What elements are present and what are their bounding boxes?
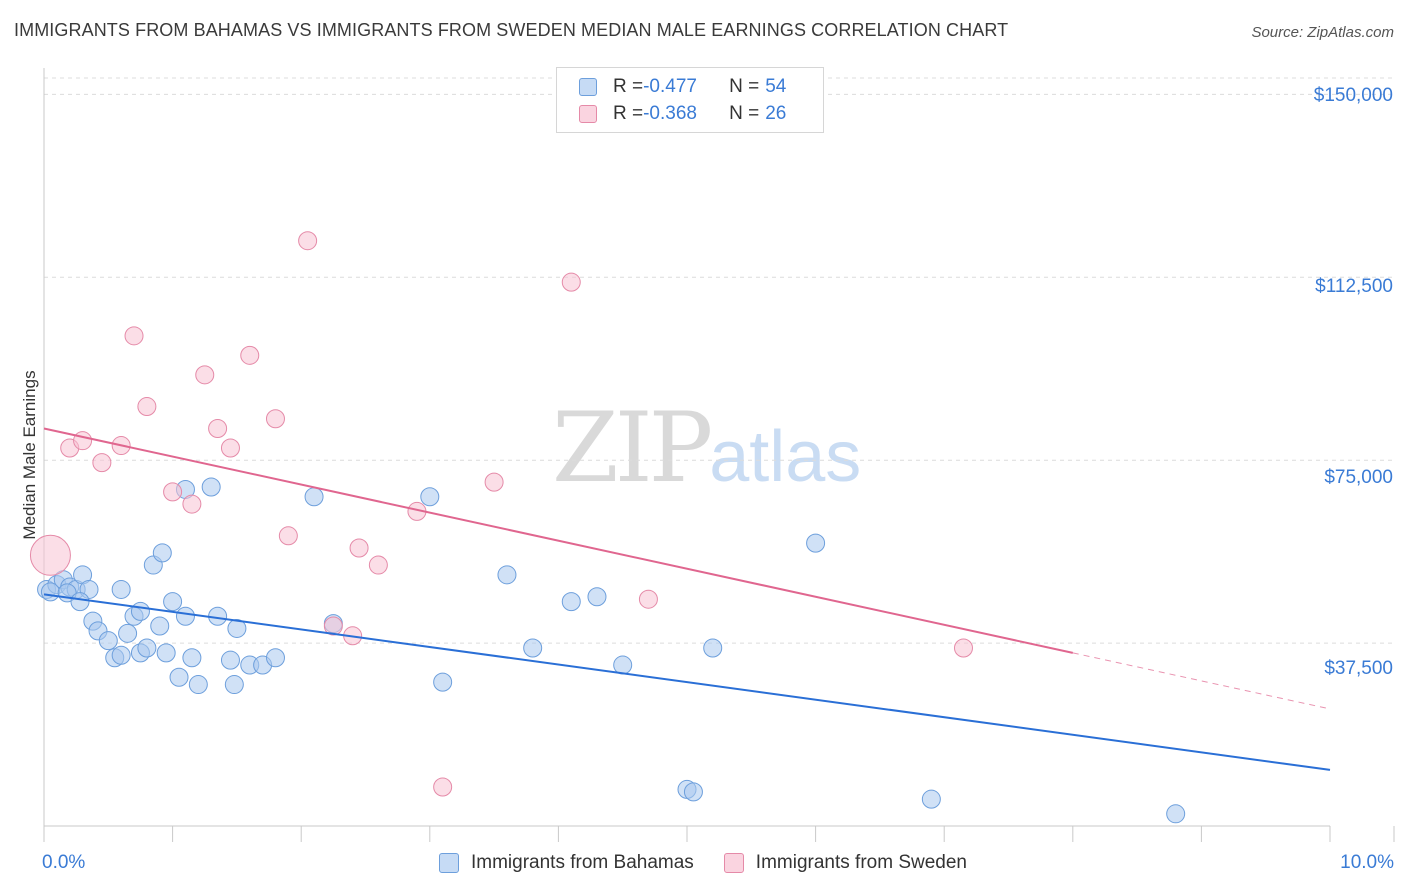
bahamas-point [806, 533, 826, 553]
sweden-point [638, 589, 658, 609]
bahamas-point [111, 645, 131, 665]
bahamas-point [224, 675, 244, 695]
bahamas-point [156, 643, 176, 663]
bahamas-point [497, 565, 517, 585]
series-legend: Immigrants from Bahamas Immigrants from … [0, 852, 1406, 874]
bahamas-point [169, 667, 189, 687]
bahamas-point [703, 638, 723, 658]
bahamas-point [70, 592, 90, 612]
sweden-point [323, 616, 343, 636]
bahamas-point [175, 606, 195, 626]
y-tick-label: $75,000 [1324, 467, 1393, 488]
series-label-sweden: Immigrants from Sweden [755, 852, 967, 873]
series-swatch-sweden [723, 853, 744, 873]
source-credit: Source: ZipAtlas.com [1251, 24, 1394, 41]
series-swatch-bahamas [439, 853, 459, 873]
sweden-point [182, 494, 202, 514]
y-tick-label: $37,500 [1324, 658, 1393, 679]
legend-row-sweden: R = -0.368 N = 26 [579, 102, 786, 126]
r-value: -0.477 [643, 76, 697, 97]
n-value: 26 [765, 103, 787, 124]
watermark: ZIPatlas [552, 400, 861, 497]
sweden-trend-line-extension [1072, 652, 1331, 710]
bahamas-point [433, 672, 453, 692]
r-label: R = [613, 103, 644, 124]
bahamas-point [98, 631, 118, 651]
bahamas-point [111, 579, 131, 599]
sweden-point [484, 472, 504, 492]
sweden-point [195, 365, 215, 385]
bahamas-point [683, 782, 703, 802]
chart-title: IMMIGRANTS FROM BAHAMAS VS IMMIGRANTS FR… [14, 20, 1009, 40]
bahamas-point [118, 623, 138, 643]
bahamas-point [587, 587, 607, 607]
legend-row-bahamas: R = -0.477 N = 54 [579, 75, 786, 99]
bahamas-point [561, 592, 581, 612]
series-legend-bahamas[interactable]: Immigrants from Bahamas [439, 852, 694, 874]
n-label: N = [729, 103, 760, 124]
sweden-point [368, 555, 388, 575]
n-value: 54 [765, 76, 787, 97]
bahamas-point [1166, 804, 1186, 824]
sweden-point [124, 326, 144, 346]
x-tick-label: 0.0% [42, 852, 86, 873]
bahamas-point [163, 592, 183, 612]
sweden-point [561, 272, 581, 292]
bahamas-trend-line [43, 593, 1331, 771]
sweden-point [208, 418, 228, 438]
sweden-point [163, 482, 183, 502]
bahamas-point [304, 487, 324, 507]
sweden-point [240, 345, 260, 365]
correlation-legend: R = -0.477 N = 54 R = -0.368 N = 26 [556, 67, 824, 133]
bahamas-point [188, 675, 208, 695]
n-label: N = [729, 76, 760, 97]
bahamas-point [523, 638, 543, 658]
sweden-point [137, 397, 157, 417]
y-tick-label: $112,500 [1315, 276, 1393, 297]
r-label: R = [613, 76, 644, 97]
x-tick-label: 10.0% [1340, 852, 1394, 873]
r-value: -0.368 [643, 103, 697, 124]
bahamas-point [182, 648, 202, 668]
sweden-point [265, 409, 285, 429]
series-legend-sweden[interactable]: Immigrants from Sweden [723, 852, 967, 874]
sweden-point [953, 638, 973, 658]
legend-swatch-sweden [579, 105, 597, 123]
bahamas-point [921, 789, 941, 809]
bahamas-point [137, 638, 157, 658]
bahamas-point [130, 601, 150, 621]
bahamas-point [150, 616, 170, 636]
bahamas-point [201, 477, 221, 497]
bahamas-point [152, 543, 172, 563]
legend-swatch-bahamas [579, 78, 597, 96]
sweden-point [433, 777, 453, 797]
bahamas-point [227, 618, 247, 638]
sweden-trend-line [43, 427, 1074, 654]
sweden-point [92, 453, 112, 473]
sweden-point [29, 534, 71, 576]
bahamas-point [420, 487, 440, 507]
watermark-atlas: atlas [709, 417, 862, 497]
y-axis-label: Median Male Earnings [20, 370, 39, 540]
sweden-point [298, 231, 318, 251]
sweden-point [349, 538, 369, 558]
sweden-point [73, 431, 93, 451]
bahamas-point [265, 648, 285, 668]
bahamas-point [220, 650, 240, 670]
bahamas-point [613, 655, 633, 675]
sweden-point [278, 526, 298, 546]
series-label-bahamas: Immigrants from Bahamas [471, 852, 694, 873]
y-tick-label: $150,000 [1313, 85, 1393, 106]
sweden-point [220, 438, 240, 458]
watermark-zip: ZIP [552, 392, 713, 504]
